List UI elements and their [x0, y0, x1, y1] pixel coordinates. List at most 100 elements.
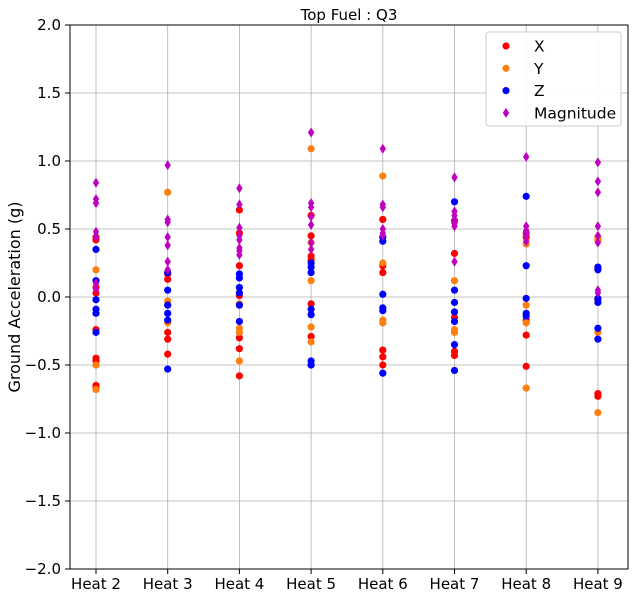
point-y — [379, 172, 387, 180]
point-z — [92, 296, 100, 304]
point-magnitude — [594, 176, 602, 187]
legend-marker-y — [502, 64, 510, 72]
point-y — [594, 409, 602, 417]
point-z — [594, 335, 602, 343]
data-points — [92, 127, 602, 417]
point-magnitude — [523, 236, 530, 247]
point-y — [307, 338, 315, 346]
legend-marker-x — [502, 42, 510, 50]
point-magnitude — [92, 232, 100, 243]
point-x — [235, 262, 243, 270]
point-magnitude — [307, 219, 315, 230]
y-axis-label: Ground Acceleration (g) — [5, 201, 24, 392]
point-magnitude — [379, 230, 386, 241]
point-x — [450, 249, 459, 258]
legend-box — [485, 31, 622, 127]
x-tick-label: Heat 4 — [214, 575, 264, 593]
point-y — [379, 319, 387, 327]
x-tick-label: Heat 9 — [573, 575, 623, 593]
point-z — [379, 307, 387, 315]
point-z — [164, 309, 172, 317]
point-x — [522, 331, 530, 339]
point-magnitude — [164, 232, 171, 243]
point-z — [450, 366, 459, 375]
point-y — [522, 319, 530, 327]
point-magnitude — [451, 172, 458, 183]
legend-label-x: X — [534, 38, 545, 56]
legend-label-y: Y — [533, 60, 544, 78]
point-z — [164, 286, 172, 294]
legend-marker-magnitude — [502, 107, 510, 118]
point-y — [307, 277, 315, 285]
point-y — [307, 323, 315, 331]
point-x — [307, 332, 315, 341]
point-z — [379, 290, 387, 298]
x-tick-label: Heat 7 — [430, 575, 480, 593]
point-y — [92, 361, 100, 369]
point-magnitude — [594, 221, 602, 232]
x-tick-label: Heat 6 — [358, 575, 408, 593]
point-y — [379, 259, 387, 267]
point-z — [235, 274, 243, 282]
point-y — [235, 357, 243, 365]
point-y — [450, 277, 459, 285]
point-z — [307, 311, 315, 319]
point-z — [379, 369, 387, 377]
point-magnitude — [164, 264, 171, 275]
point-z — [450, 286, 459, 294]
point-magnitude — [92, 226, 100, 237]
point-y — [92, 385, 100, 394]
legend: XYZ Magnitude — [485, 31, 622, 127]
point-z — [450, 317, 459, 326]
point-y — [92, 266, 100, 274]
point-magnitude — [307, 244, 315, 255]
x-tick-label: Heat 8 — [501, 575, 551, 593]
legend-label-z: Z — [534, 82, 545, 100]
point-magnitude — [164, 240, 171, 251]
point-z — [307, 305, 315, 313]
point-x — [235, 206, 243, 214]
point-magnitude — [236, 249, 243, 260]
point-y — [522, 384, 530, 392]
point-z — [307, 361, 315, 369]
point-magnitude — [236, 222, 243, 233]
point-magnitude — [307, 127, 315, 138]
point-y — [235, 328, 243, 336]
point-z — [164, 301, 172, 309]
point-x — [307, 232, 315, 240]
point-magnitude — [523, 230, 530, 241]
y-tick-label: 1.0 — [37, 152, 61, 170]
point-z — [450, 198, 459, 206]
point-z — [450, 308, 459, 316]
point-z — [522, 312, 530, 320]
point-z — [92, 309, 100, 317]
point-x — [594, 392, 602, 400]
point-magnitude — [307, 202, 315, 213]
point-z — [307, 263, 315, 271]
point-magnitude — [92, 177, 100, 188]
point-z — [164, 365, 172, 373]
point-y — [522, 301, 530, 309]
axes: −2.0 −1.5 −1.0 −0.5 0.0 0.5 1.0 1.5 2.0 Heat 2 Hea… — [25, 16, 623, 593]
point-z — [594, 324, 602, 332]
point-magnitude — [307, 237, 315, 248]
legend-marker-z — [502, 87, 510, 95]
point-magnitude — [92, 283, 100, 294]
y-tick-label: −1.0 — [25, 424, 61, 442]
y-tick-label: −2.0 — [25, 560, 61, 578]
point-magnitude — [236, 199, 243, 210]
point-y — [307, 145, 315, 153]
point-z — [235, 317, 243, 326]
point-z — [450, 298, 459, 307]
point-magnitude — [164, 217, 171, 228]
point-z — [235, 289, 243, 297]
point-y — [450, 328, 459, 336]
point-x — [235, 334, 243, 342]
point-x — [164, 328, 172, 336]
y-tick-label: 2.0 — [37, 16, 61, 34]
point-x — [522, 362, 530, 370]
point-z — [594, 266, 602, 274]
point-z — [92, 245, 100, 253]
point-z — [594, 298, 602, 307]
x-tick-label: Heat 5 — [286, 575, 336, 593]
